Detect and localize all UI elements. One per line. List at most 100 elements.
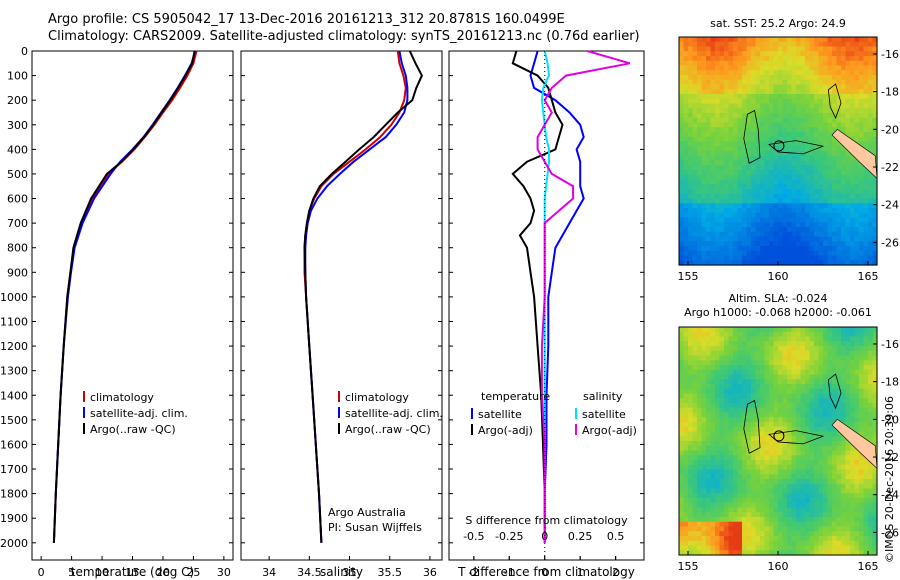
map-cell (787, 346, 793, 352)
map-cell (715, 170, 721, 176)
map-cell (764, 398, 770, 404)
map-cell (728, 79, 734, 86)
map-cell (715, 526, 721, 532)
map-cell (755, 384, 761, 390)
map-cell (800, 170, 806, 176)
map-cell (787, 498, 793, 504)
map-cell (796, 136, 802, 143)
map-cell (751, 141, 757, 147)
map-cell (796, 170, 802, 176)
map-cell (872, 498, 878, 504)
map-cell (773, 136, 779, 143)
map-cell (787, 327, 793, 333)
map-cell (805, 460, 811, 466)
map-cell (755, 507, 761, 513)
map-cell (697, 60, 703, 67)
map-cell (760, 70, 766, 76)
map-cell (841, 189, 847, 195)
map-cell (782, 526, 788, 532)
map-cell (805, 146, 811, 152)
map-cell (800, 155, 806, 162)
map-cell (773, 70, 779, 76)
map-cell (872, 98, 878, 105)
map-cell (814, 94, 820, 100)
map-cell (755, 70, 761, 76)
map-cell (809, 56, 815, 62)
map-cell (728, 488, 734, 494)
map-cell (778, 517, 784, 523)
map-cell (818, 379, 824, 385)
map-cell (841, 369, 847, 376)
map-cell (701, 469, 707, 475)
map-cell (746, 426, 752, 433)
map-cell (800, 179, 806, 185)
map-cell (715, 388, 721, 395)
map-cell (850, 365, 856, 371)
map-cell (791, 260, 797, 266)
map-cell (688, 155, 694, 162)
map-cell (854, 398, 860, 404)
map-cell (764, 526, 770, 532)
map-cell (809, 331, 815, 338)
map-cell (692, 517, 698, 523)
map-cell (773, 151, 779, 157)
map-cell (841, 117, 847, 124)
map-cell (782, 179, 788, 185)
argo-position-marker (773, 140, 785, 152)
map-cell (827, 246, 833, 252)
map-y-tick-label: -18 (881, 86, 899, 99)
map-cell (832, 474, 838, 480)
map-cell (863, 436, 869, 442)
map-cell (827, 136, 833, 143)
map-cell (769, 407, 775, 414)
map-cell (818, 507, 824, 513)
map-cell (863, 331, 869, 338)
map-cell (773, 51, 779, 57)
map-cell (782, 212, 788, 219)
map-cell (854, 331, 860, 338)
map-cell (782, 170, 788, 176)
map-cell (769, 507, 775, 513)
map-cell (688, 217, 694, 223)
map-cell (755, 217, 761, 223)
map-cell (850, 212, 856, 219)
map-cell (841, 360, 847, 366)
map-cell (755, 141, 761, 147)
map-cell (742, 65, 748, 71)
map-cell (679, 502, 685, 509)
map-cell (791, 89, 797, 95)
map-cell (737, 479, 743, 485)
map-cell (692, 60, 698, 67)
map-cell (823, 436, 829, 442)
map-cell (737, 227, 743, 233)
map-cell (836, 431, 842, 437)
map-cell (859, 165, 865, 171)
map-cell (791, 393, 797, 399)
map-cell (697, 483, 703, 490)
map-cell (737, 79, 743, 86)
reef-contour (743, 399, 761, 454)
map-cell (683, 502, 689, 509)
map-cell (823, 398, 829, 404)
map-cell (827, 360, 833, 366)
map-cell (773, 193, 779, 200)
map-cell (692, 94, 698, 100)
map-cell (773, 360, 779, 366)
map-cell (800, 41, 806, 48)
map-cell (764, 165, 770, 171)
map-cell (764, 127, 770, 133)
map-cell (683, 365, 689, 371)
map-cell (760, 250, 766, 257)
map-cell (746, 369, 752, 376)
map-cell (800, 507, 806, 513)
map-cell (755, 412, 761, 418)
map-cell (755, 250, 761, 257)
map-cell (782, 189, 788, 195)
map-cell (728, 474, 734, 480)
map-cell (760, 502, 766, 509)
map-cell (706, 103, 712, 109)
map-cell (827, 155, 833, 162)
map-cell (859, 113, 865, 119)
map-cell (854, 198, 860, 204)
map-cell (859, 94, 865, 100)
